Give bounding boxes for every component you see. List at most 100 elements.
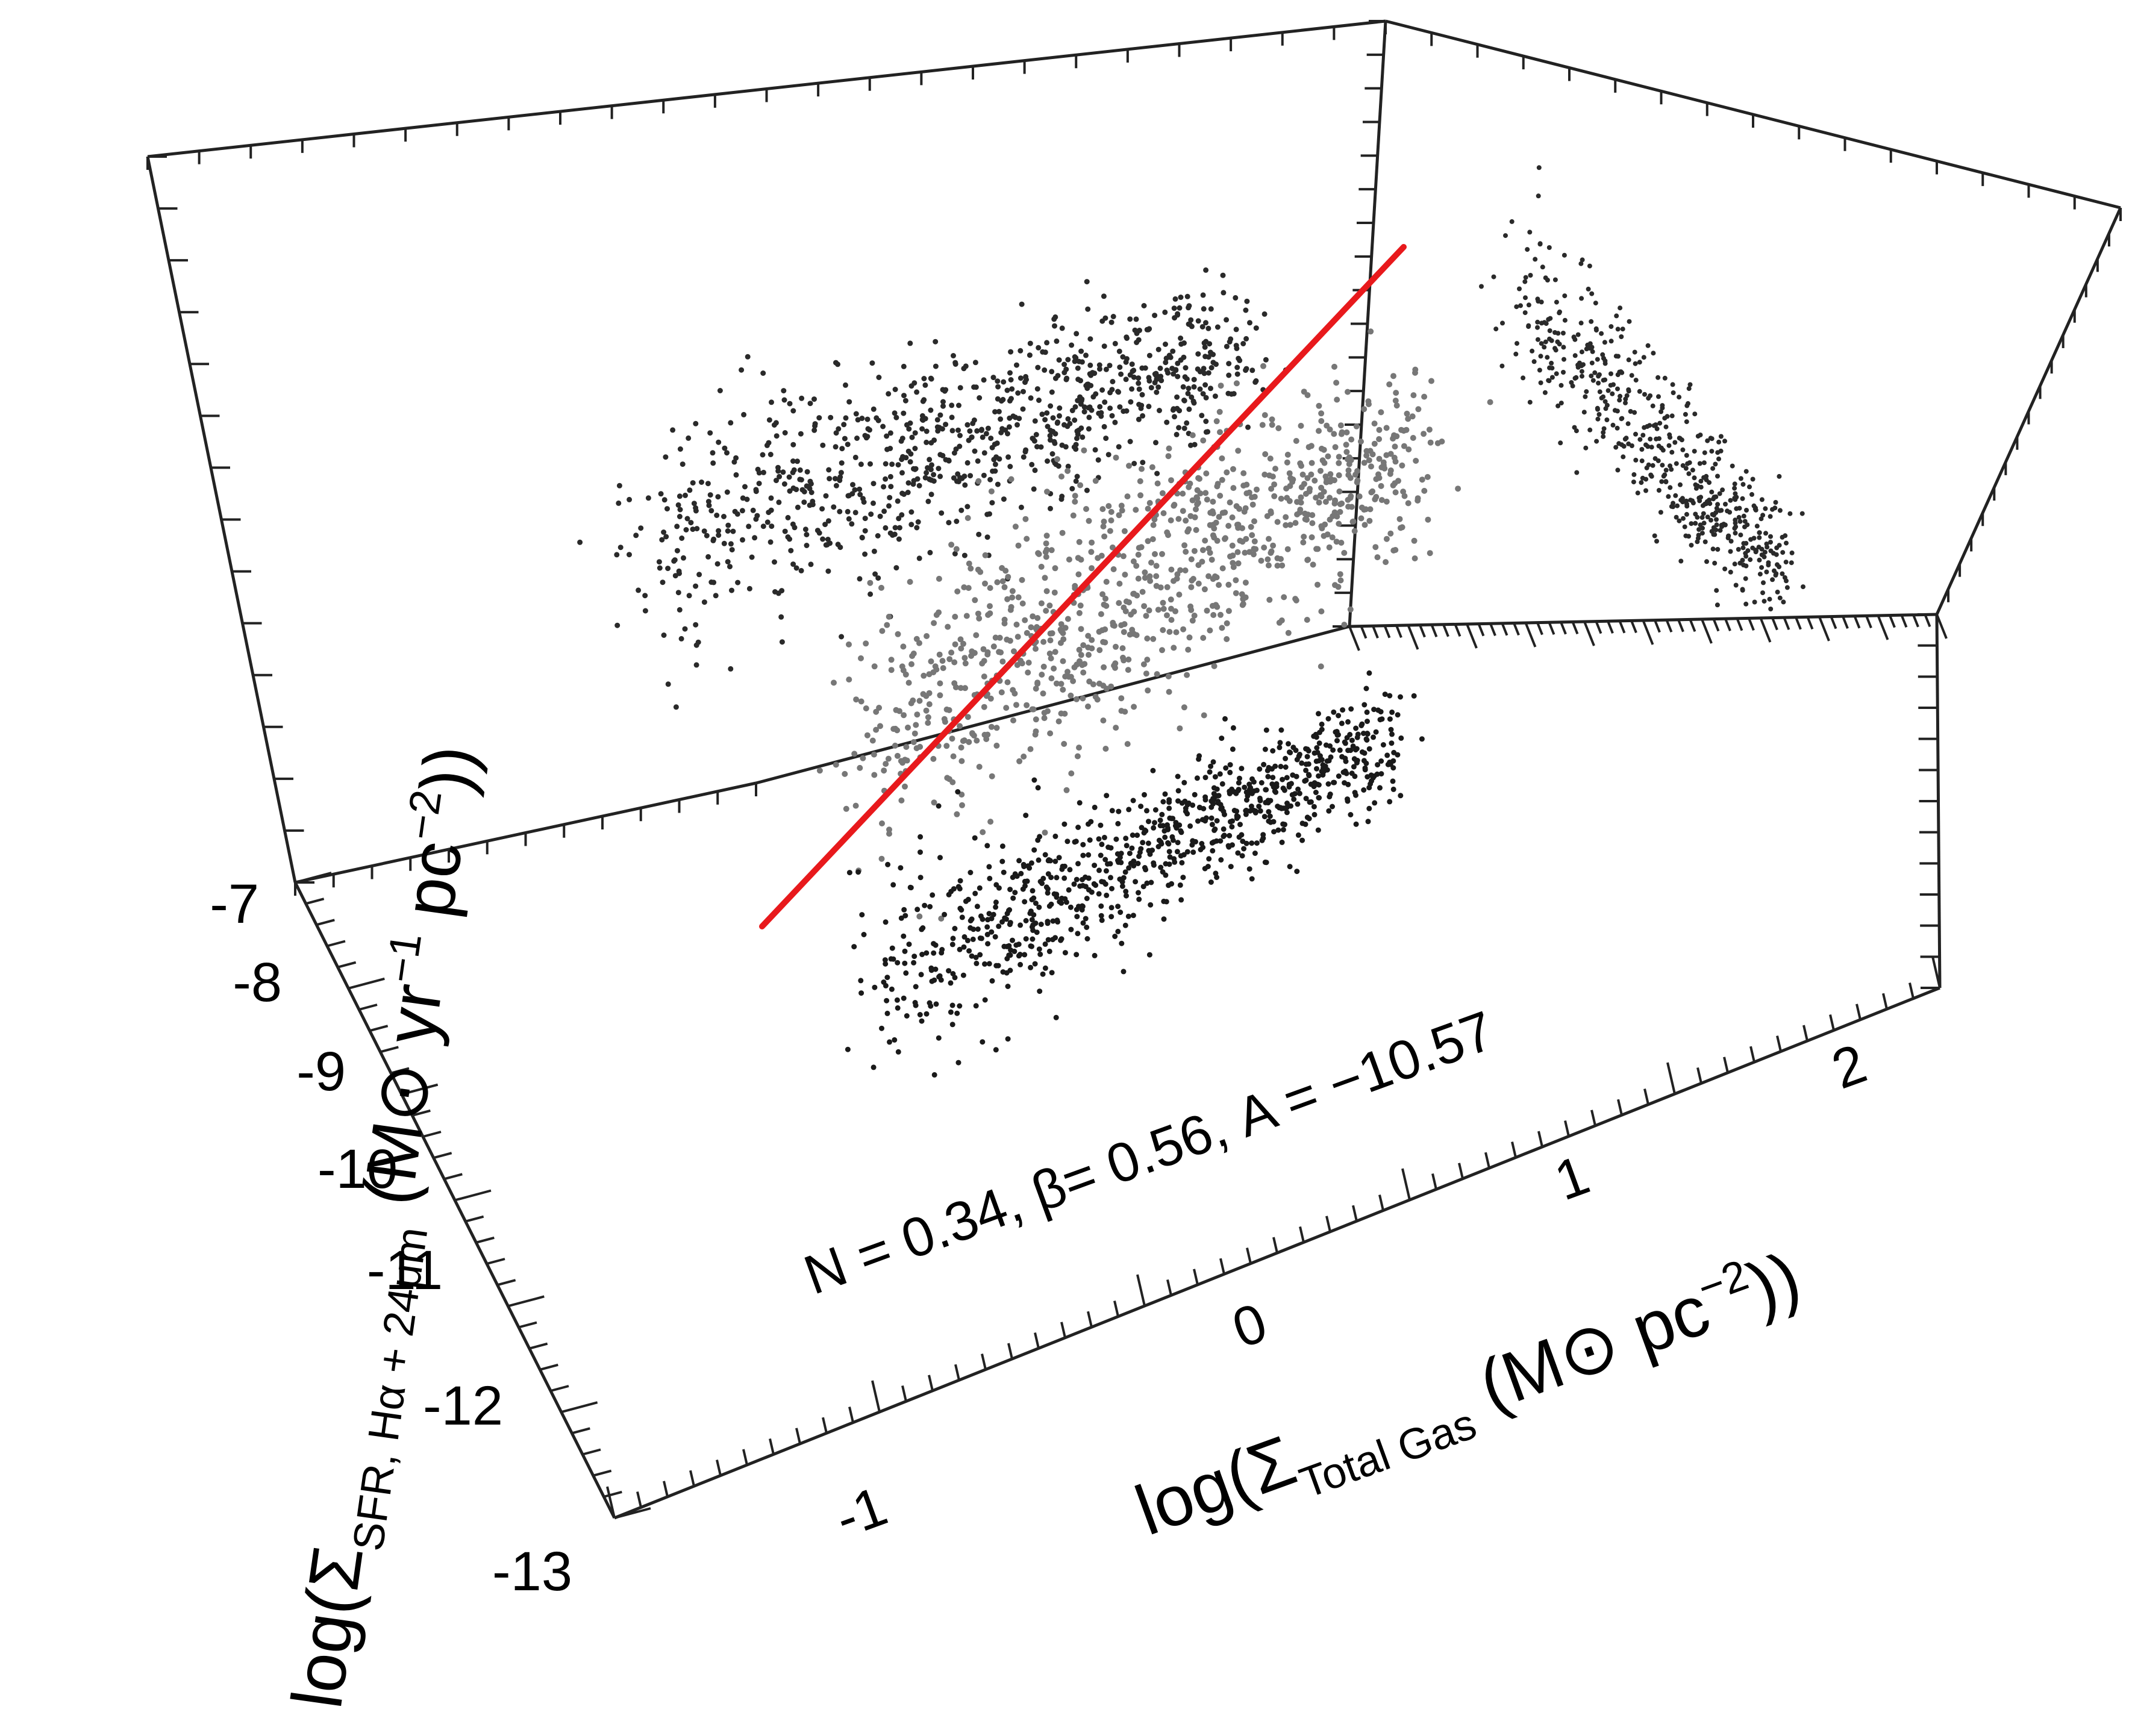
data-point <box>1186 386 1192 392</box>
data-point <box>774 478 779 484</box>
data-point <box>1239 766 1245 772</box>
data-point <box>1154 470 1160 476</box>
data-point <box>1288 803 1293 809</box>
data-point <box>713 593 719 599</box>
data-point <box>1592 370 1598 375</box>
data-point <box>1366 805 1372 811</box>
data-point <box>711 579 717 585</box>
data-point <box>1024 535 1030 542</box>
data-point <box>889 945 895 951</box>
data-point <box>1290 772 1296 778</box>
data-point <box>636 587 642 593</box>
tick-mark <box>1489 623 1496 636</box>
data-point <box>1034 386 1040 392</box>
data-point <box>1369 778 1374 784</box>
data-point <box>1240 470 1247 476</box>
data-point <box>1404 410 1410 417</box>
data-point <box>949 779 956 785</box>
data-point <box>1313 734 1319 740</box>
data-point <box>1036 857 1042 863</box>
data-point <box>1004 970 1010 976</box>
data-point <box>1046 651 1053 657</box>
data-point <box>1740 482 1746 487</box>
data-point <box>955 884 961 890</box>
data-point <box>999 919 1005 925</box>
data-point <box>616 500 622 506</box>
data-point <box>1056 357 1062 363</box>
data-point <box>1633 378 1639 383</box>
data-point <box>1737 519 1743 524</box>
x-axis-title-sub: Total Gas <box>1294 1400 1483 1508</box>
data-point <box>1249 840 1255 846</box>
data-point <box>1547 365 1552 370</box>
data-point <box>1333 539 1340 545</box>
data-point <box>1678 482 1683 487</box>
data-point <box>913 984 919 990</box>
data-point <box>1220 272 1226 278</box>
data-point <box>1080 876 1085 882</box>
data-point <box>1390 373 1396 379</box>
data-point <box>1246 866 1252 872</box>
data-point <box>989 445 995 451</box>
data-point <box>940 665 946 672</box>
data-point <box>998 689 1005 696</box>
data-point <box>814 528 821 534</box>
data-point <box>1265 800 1271 806</box>
tick-mark <box>1749 1046 1755 1063</box>
data-point <box>1281 787 1287 793</box>
data-point <box>1283 522 1289 528</box>
data-point <box>1123 376 1129 382</box>
data-point <box>1152 551 1158 557</box>
data-point <box>785 514 791 520</box>
data-point <box>1043 588 1050 595</box>
data-point <box>1315 827 1321 833</box>
data-point <box>1152 379 1158 386</box>
tick-mark <box>1513 622 1520 636</box>
data-point <box>801 489 807 495</box>
data-point <box>1025 669 1031 676</box>
data-point <box>1774 552 1779 557</box>
data-point <box>1390 547 1397 554</box>
data-point <box>948 542 955 548</box>
data-point <box>862 528 868 534</box>
data-point <box>1136 896 1142 902</box>
data-point <box>1728 569 1733 575</box>
data-point <box>768 495 774 501</box>
data-point <box>1126 807 1132 813</box>
data-point <box>846 676 852 683</box>
data-point <box>1354 746 1360 752</box>
data-point <box>1326 544 1333 551</box>
data-point <box>887 495 893 501</box>
data-point <box>1268 486 1275 492</box>
data-point <box>1277 740 1283 746</box>
data-point <box>1542 345 1547 350</box>
data-point <box>842 770 848 777</box>
data-point <box>1203 267 1209 273</box>
data-point <box>1227 499 1233 506</box>
data-point <box>1615 386 1620 392</box>
data-point <box>1234 522 1240 528</box>
data-point <box>1210 612 1217 618</box>
data-point <box>1750 476 1755 482</box>
data-point <box>1348 457 1354 463</box>
data-point <box>968 870 974 875</box>
data-point <box>1267 813 1273 819</box>
tick-mark <box>1855 1004 1862 1020</box>
data-point <box>880 423 886 429</box>
data-point <box>1145 687 1151 694</box>
data-point <box>1219 455 1225 461</box>
data-point <box>728 420 734 426</box>
data-point <box>1189 842 1195 848</box>
data-point <box>1191 400 1197 406</box>
data-point <box>851 944 857 950</box>
data-point <box>1044 340 1050 346</box>
data-point <box>1366 785 1372 791</box>
data-point <box>1074 753 1081 760</box>
data-point <box>1166 445 1172 452</box>
data-point <box>769 523 775 529</box>
data-point <box>901 363 907 369</box>
data-point <box>1200 292 1206 298</box>
data-point <box>1006 952 1012 958</box>
tick-mark <box>1776 1035 1782 1052</box>
data-point <box>974 428 980 434</box>
